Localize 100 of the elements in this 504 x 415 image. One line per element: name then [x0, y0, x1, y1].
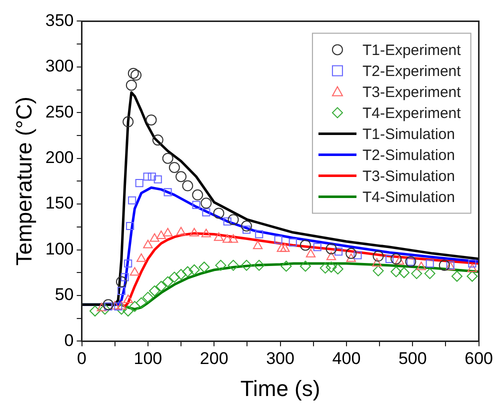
- y-tick-label: 50: [54, 285, 74, 304]
- legend-label: T1-Experiment: [362, 42, 462, 59]
- point: [182, 180, 194, 192]
- point: [214, 232, 224, 241]
- point: [124, 259, 132, 268]
- point: [288, 238, 297, 246]
- point: [300, 260, 311, 272]
- point: [346, 253, 356, 262]
- legend-label: T4-Simulation: [362, 188, 455, 206]
- point: [120, 273, 129, 282]
- point: [122, 306, 134, 317]
- point: [176, 268, 187, 280]
- legend-label: T2-Experiment: [362, 62, 462, 80]
- legend-label: T3-Simulation: [362, 168, 455, 185]
- point: [385, 254, 394, 263]
- point: [372, 265, 384, 276]
- point: [117, 286, 126, 295]
- point: [280, 243, 290, 252]
- point: [149, 285, 160, 296]
- point: [223, 217, 232, 226]
- point: [346, 248, 357, 259]
- x-tick-label: 0: [77, 349, 86, 368]
- point: [254, 260, 265, 271]
- point: [451, 270, 462, 282]
- point: [228, 214, 239, 226]
- legend-label: T2-Simulation: [362, 146, 455, 164]
- y-tick-label: 250: [45, 102, 74, 122]
- point: [162, 228, 173, 236]
- point: [313, 242, 322, 252]
- point: [116, 300, 126, 310]
- point: [156, 230, 166, 240]
- point: [426, 259, 434, 268]
- point: [213, 208, 224, 219]
- point: [390, 253, 402, 264]
- point: [146, 114, 157, 126]
- point: [255, 230, 264, 238]
- point: [189, 228, 200, 236]
- point: [176, 171, 187, 182]
- point: [116, 276, 127, 288]
- point: [242, 226, 251, 234]
- point: [143, 240, 153, 248]
- x-tick-label: 200: [200, 349, 228, 368]
- point: [306, 248, 316, 258]
- point: [99, 304, 110, 315]
- point: [168, 162, 180, 173]
- y-tick-label: 0: [64, 330, 74, 350]
- point: [390, 266, 402, 278]
- point: [438, 260, 450, 271]
- point: [126, 80, 137, 91]
- legend-label: T4-Experiment: [362, 104, 462, 122]
- point: [200, 198, 212, 209]
- point: [96, 302, 106, 312]
- x-tick-label: 400: [332, 349, 361, 368]
- point: [90, 306, 100, 317]
- point: [372, 250, 384, 262]
- point: [326, 252, 336, 260]
- x-tick-label: 600: [464, 349, 494, 368]
- point: [126, 222, 134, 230]
- point: [466, 270, 478, 282]
- point: [202, 208, 210, 216]
- point: [168, 272, 180, 283]
- point: [182, 266, 194, 278]
- point: [228, 234, 238, 243]
- point: [102, 299, 114, 310]
- point: [142, 292, 154, 303]
- point: [424, 268, 436, 280]
- point: [162, 152, 174, 164]
- y-tick-label: 100: [45, 239, 74, 258]
- point: [116, 304, 127, 315]
- point: [241, 220, 252, 232]
- y-axis-title: Temperature (°C): [11, 96, 36, 266]
- point: [156, 280, 167, 292]
- point: [123, 294, 133, 304]
- point: [192, 189, 204, 200]
- point: [104, 302, 112, 310]
- point: [228, 260, 239, 271]
- point: [198, 262, 210, 273]
- x-tick-label: 100: [134, 349, 162, 368]
- point: [110, 300, 120, 310]
- y-tick-label: 350: [45, 10, 74, 30]
- point: [150, 233, 160, 242]
- point: [188, 264, 200, 276]
- point: [280, 260, 292, 272]
- y-tick-label: 300: [45, 56, 74, 76]
- point: [252, 240, 263, 250]
- point: [136, 253, 146, 262]
- point: [128, 68, 139, 79]
- point: [135, 178, 144, 188]
- y-tick-label: 150: [45, 194, 74, 213]
- legend-label: T3-Experiment: [362, 84, 462, 101]
- point: [467, 263, 478, 272]
- point: [192, 200, 200, 210]
- x-axis-title: Time (s): [240, 376, 320, 401]
- point: [276, 243, 286, 252]
- point: [164, 188, 172, 196]
- legend-label: T1-Simulation: [362, 126, 455, 143]
- point: [398, 267, 410, 278]
- point: [122, 116, 134, 128]
- point: [326, 243, 337, 254]
- point: [152, 134, 164, 146]
